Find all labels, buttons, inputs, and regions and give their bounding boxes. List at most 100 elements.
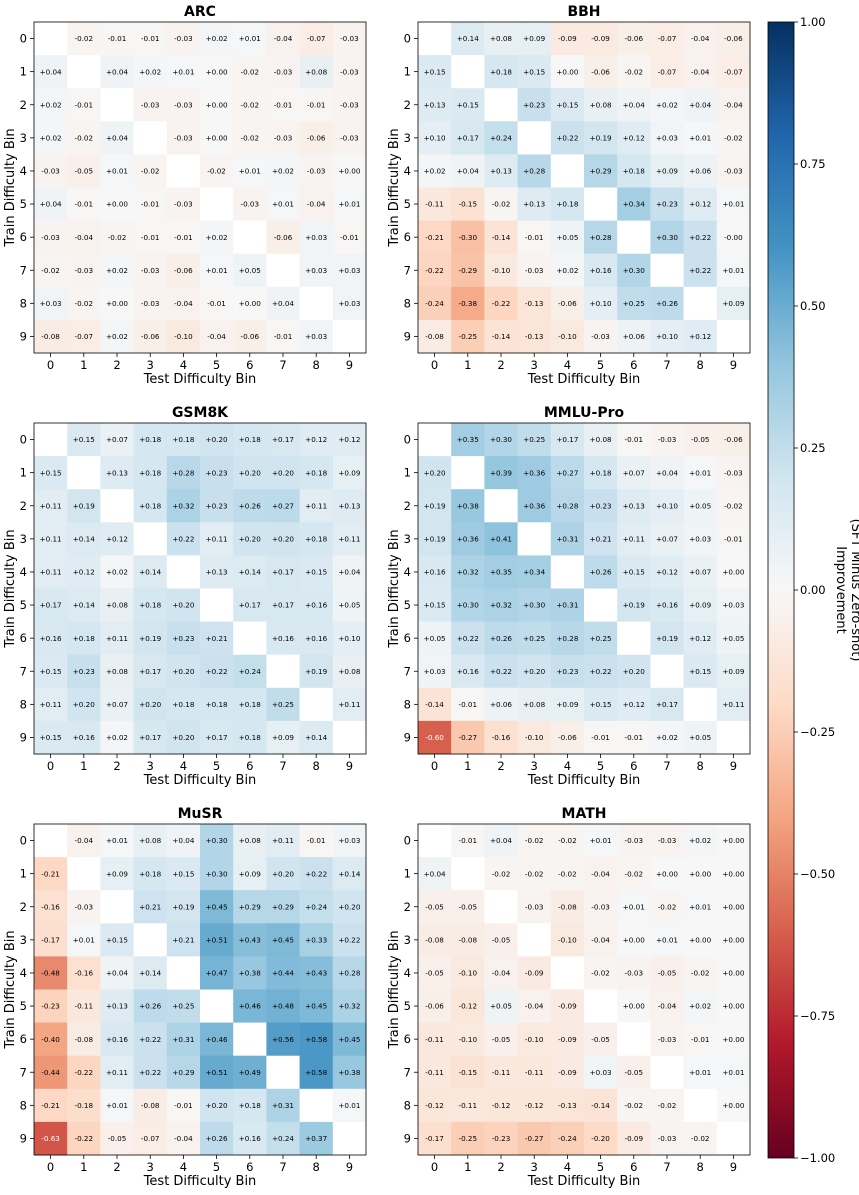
heatmap-cell (299, 890, 334, 924)
heatmap-cell-label: +0.04 (490, 836, 512, 845)
heatmap-cell (550, 720, 585, 755)
heatmap-cell-label: +0.23 (523, 100, 545, 109)
heatmap-cell (133, 824, 168, 858)
y-tick-label: 1 (404, 867, 411, 881)
heatmap-cell-label: -0.07 (724, 67, 743, 76)
heatmap-cell-label: +0.04 (656, 468, 678, 477)
heatmap-cell-label: -0.02 (724, 501, 743, 510)
heatmap-cell-label: +0.17 (272, 435, 294, 444)
heatmap-cell-label: -0.03 (525, 902, 544, 911)
x-tick-label: 8 (313, 358, 320, 372)
heatmap-cell-label: +0.31 (556, 534, 578, 543)
heatmap-cell-label: +0.22 (457, 634, 479, 643)
heatmap-cell (716, 55, 751, 89)
heatmap-cell (332, 456, 367, 490)
heatmap-cell (266, 588, 300, 622)
heatmap-cell (100, 522, 134, 556)
heatmap-cell-empty (67, 456, 101, 490)
heatmap-cell-label: -0.05 (492, 935, 511, 944)
heatmap-cell (650, 857, 684, 891)
heatmap-cell (683, 456, 718, 490)
heatmap-cell-empty (34, 22, 68, 56)
heatmap-cell-empty (650, 1055, 684, 1090)
heatmap-cell (266, 121, 300, 155)
heatmap-cell (266, 923, 300, 957)
heatmap-cell (133, 654, 168, 689)
heatmap-cell-label: -0.13 (525, 332, 544, 341)
heatmap-cell (716, 956, 751, 990)
heatmap-cell-label: +0.01 (689, 468, 711, 477)
heatmap-cell-label: +0.25 (523, 435, 545, 444)
heatmap-cell-empty (683, 687, 718, 722)
heatmap-cell-label: +0.35 (490, 568, 512, 577)
heatmap-cell-label: -0.08 (425, 332, 444, 341)
x-tick-label: 3 (147, 358, 154, 372)
heatmap-cell-label: -0.02 (240, 133, 259, 142)
heatmap-cell-label: -0.03 (658, 435, 677, 444)
heatmap-cell (650, 319, 684, 354)
heatmap-cell (484, 121, 518, 155)
heatmap-cell-empty (716, 319, 751, 354)
heatmap-cell (650, 187, 684, 221)
heatmap-cell (683, 1121, 718, 1156)
x-tick-label: 8 (313, 1160, 320, 1174)
heatmap-cell-label: +0.13 (490, 167, 512, 176)
heatmap-cell-label: +0.10 (590, 299, 612, 308)
heatmap-cell (418, 319, 452, 354)
y-tick-label: 8 (404, 697, 411, 711)
heatmap-cell-label: +0.09 (689, 601, 711, 610)
heatmap-cell-label: -0.05 (458, 902, 477, 911)
heatmap-cell (233, 687, 267, 722)
heatmap-cell-label: +0.07 (106, 700, 128, 709)
heatmap-cell-label: -0.12 (525, 1101, 544, 1110)
heatmap-cell-label: +0.19 (424, 534, 446, 543)
heatmap-cell (517, 555, 552, 589)
colorbar-tick-label: 0.00 (800, 583, 826, 597)
heatmap-cell-label: +0.08 (590, 435, 612, 444)
heatmap-cell (67, 621, 101, 656)
heatmap-cell-label: +0.32 (338, 1002, 360, 1011)
heatmap-cell (584, 1088, 618, 1123)
heatmap-cell-label: +0.56 (272, 1035, 294, 1044)
heatmap-cell-label: -0.02 (525, 836, 544, 845)
heatmap-cell (299, 923, 334, 957)
heatmap-cell-label: +0.11 (338, 700, 360, 709)
heatmap-cell-label: -0.03 (658, 836, 677, 845)
heatmap-cell-label: +0.18 (239, 1101, 261, 1110)
heatmap-cell (550, 588, 585, 622)
heatmap-cell-label: +0.20 (239, 468, 261, 477)
heatmap-cell (200, 621, 234, 656)
heatmap-cell (517, 1121, 552, 1156)
heatmap-cell-label: +0.00 (689, 869, 711, 878)
heatmap-cell-label: -0.04 (274, 34, 293, 43)
y-tick-label: 9 (20, 329, 27, 343)
heatmap-cell (332, 121, 367, 155)
heatmap-cell-label: +0.18 (172, 435, 194, 444)
heatmap-cell (332, 989, 367, 1023)
heatmap-cell-label: +0.28 (556, 501, 578, 510)
heatmap-cell (617, 824, 651, 858)
heatmap-cell-label: +0.17 (556, 435, 578, 444)
heatmap-cell-label: +0.26 (139, 1002, 161, 1011)
heatmap-cell-label: -0.03 (724, 468, 743, 477)
heatmap-cell (299, 588, 334, 622)
heatmap-cell (266, 720, 300, 755)
x-tick-label: 6 (246, 759, 253, 773)
heatmap-cell-label: -0.08 (425, 935, 444, 944)
heatmap-cell (550, 1055, 585, 1090)
heatmap-cell-label: +0.08 (590, 100, 612, 109)
y-tick-label: 9 (20, 1131, 27, 1145)
heatmap-cell (299, 720, 334, 755)
heatmap-cell (650, 423, 684, 457)
y-tick-label: 7 (404, 664, 411, 678)
y-tick-label: 6 (20, 230, 27, 244)
x-tick-label: 5 (597, 358, 604, 372)
heatmap-math: -0.01 +0.04 -0.02 -0.02 +0.01 -0.03 -0.03 +0.02… (387, 806, 751, 1189)
heatmap-cell-label: +0.25 (172, 1002, 194, 1011)
heatmap-cell (299, 121, 334, 155)
heatmap-cell-label: +0.05 (338, 601, 360, 610)
heatmap-cell-label: -0.02 (41, 266, 60, 275)
heatmap-cell (683, 253, 718, 288)
x-tick-label: 2 (113, 759, 120, 773)
heatmap-cell (683, 588, 718, 622)
